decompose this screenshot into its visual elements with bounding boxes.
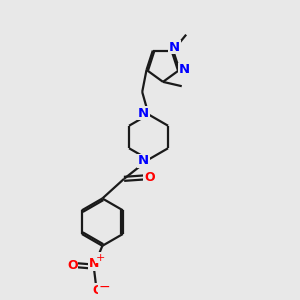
Text: N: N (138, 106, 149, 119)
Text: −: − (99, 280, 110, 294)
Text: N: N (169, 40, 180, 54)
Text: N: N (179, 63, 190, 76)
Text: +: + (95, 253, 105, 263)
Text: O: O (92, 284, 103, 297)
Text: O: O (144, 171, 155, 184)
Text: N: N (89, 257, 100, 270)
Text: N: N (138, 154, 149, 167)
Text: O: O (67, 259, 78, 272)
